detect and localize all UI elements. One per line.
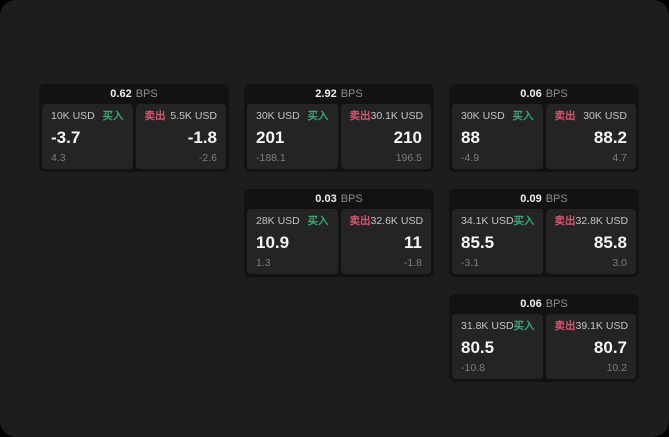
quote-card-body: 10K USD 买入 -3.7 4.3 卖出 5.5K USD -1.8 -2.… bbox=[42, 104, 226, 169]
sell-panel[interactable]: 卖出 5.5K USD -1.8 -2.6 bbox=[135, 104, 226, 169]
buy-value: 80.5 bbox=[461, 337, 495, 357]
buy-side-label: 买入 bbox=[512, 110, 534, 122]
buy-sub-value: 1.3 bbox=[256, 256, 271, 269]
sell-panel[interactable]: 卖出 30K USD 88.2 4.7 bbox=[545, 104, 636, 169]
buy-amount: 10K USD bbox=[51, 110, 95, 122]
sell-value: 85.8 bbox=[593, 232, 627, 252]
quote-card-1: 0.62 BPS 10K USD 买入 -3.7 4.3 卖出 5.5K USD bbox=[39, 84, 229, 172]
sell-sub-value: 4.7 bbox=[612, 151, 627, 164]
bps-value: 0.09 bbox=[520, 192, 542, 205]
buy-amount: 30K USD bbox=[256, 110, 300, 122]
buy-sub-value: -3.1 bbox=[461, 256, 480, 269]
buy-side-label: 买入 bbox=[307, 215, 329, 227]
buy-panel[interactable]: 30K USD 买入 88 -4.9 bbox=[452, 104, 543, 169]
buy-panel[interactable]: 34.1K USD 买入 85.5 -3.1 bbox=[452, 209, 543, 274]
bps-unit-label: BPS bbox=[545, 297, 568, 310]
buy-value: 85.5 bbox=[461, 232, 495, 252]
sell-panel[interactable]: 卖出 30.1K USD 210 196.5 bbox=[340, 104, 431, 169]
buy-sub-value: -4.9 bbox=[461, 151, 480, 164]
bps-value: 2.92 bbox=[315, 87, 337, 100]
quote-card-2: 2.92 BPS 30K USD 买入 201 -188.1 卖出 30.1K … bbox=[244, 84, 434, 172]
quote-card-body: 31.8K USD 买入 80.5 -10.8 卖出 39.1K USD 80.… bbox=[452, 314, 636, 379]
sell-sub-value: -2.6 bbox=[198, 151, 217, 164]
quote-card-body: 34.1K USD 买入 85.5 -3.1 卖出 32.8K USD 85.8… bbox=[452, 209, 636, 274]
sell-side-label: 卖出 bbox=[554, 215, 576, 227]
quote-card-6: 0.06 BPS 31.8K USD 买入 80.5 -10.8 卖出 39.1… bbox=[449, 294, 639, 382]
bps-header: 0.09 BPS bbox=[452, 189, 636, 209]
sell-side-label: 卖出 bbox=[554, 320, 576, 332]
bps-header: 0.06 BPS bbox=[452, 84, 636, 104]
quote-card-body: 30K USD 买入 201 -188.1 卖出 30.1K USD 210 1… bbox=[247, 104, 431, 169]
bps-value: 0.62 bbox=[110, 87, 132, 100]
bps-value: 0.06 bbox=[520, 297, 542, 310]
buy-amount: 28K USD bbox=[256, 215, 300, 227]
buy-sub-value: -10.8 bbox=[461, 361, 485, 374]
bps-value: 0.06 bbox=[520, 87, 542, 100]
bps-header: 2.92 BPS bbox=[247, 84, 431, 104]
sell-sub-value: 3.0 bbox=[612, 256, 627, 269]
sell-value: 88.2 bbox=[593, 127, 627, 147]
buy-value: 10.9 bbox=[256, 232, 290, 252]
sell-panel[interactable]: 卖出 32.8K USD 85.8 3.0 bbox=[545, 209, 636, 274]
sell-side-label: 卖出 bbox=[554, 110, 576, 122]
buy-value: 201 bbox=[256, 127, 285, 147]
buy-side-label: 买入 bbox=[307, 110, 329, 122]
buy-value: -3.7 bbox=[51, 127, 81, 147]
buy-panel[interactable]: 10K USD 买入 -3.7 4.3 bbox=[42, 104, 133, 169]
bps-unit-label: BPS bbox=[340, 87, 363, 100]
bps-header: 0.03 BPS bbox=[247, 189, 431, 209]
buy-side-label: 买入 bbox=[513, 215, 535, 227]
sell-value: -1.8 bbox=[187, 127, 217, 147]
bps-value: 0.03 bbox=[315, 192, 337, 205]
sell-amount: 39.1K USD bbox=[575, 320, 629, 332]
buy-amount: 34.1K USD bbox=[461, 215, 514, 227]
bps-header: 0.62 BPS bbox=[42, 84, 226, 104]
buy-panel[interactable]: 30K USD 买入 201 -188.1 bbox=[247, 104, 338, 169]
sell-amount: 30.1K USD bbox=[370, 110, 424, 122]
buy-panel[interactable]: 31.8K USD 买入 80.5 -10.8 bbox=[452, 314, 543, 379]
bps-unit-label: BPS bbox=[545, 192, 568, 205]
sell-value: 80.7 bbox=[593, 337, 627, 357]
sell-amount: 5.5K USD bbox=[170, 110, 217, 122]
buy-value: 88 bbox=[461, 127, 480, 147]
sell-amount: 30K USD bbox=[583, 110, 627, 122]
quote-card-3: 0.06 BPS 30K USD 买入 88 -4.9 卖出 30K USD bbox=[449, 84, 639, 172]
bps-unit-label: BPS bbox=[545, 87, 568, 100]
bps-header: 0.06 BPS bbox=[452, 294, 636, 314]
buy-side-label: 买入 bbox=[102, 110, 124, 122]
quote-card-4: 0.03 BPS 28K USD 买入 10.9 1.3 卖出 32.6K US… bbox=[244, 189, 434, 277]
sell-amount: 32.6K USD bbox=[370, 215, 424, 227]
sell-value: 11 bbox=[404, 232, 422, 252]
quote-card-body: 28K USD 买入 10.9 1.3 卖出 32.6K USD 11 -1.8 bbox=[247, 209, 431, 274]
sell-sub-value: -1.8 bbox=[403, 256, 422, 269]
bps-unit-label: BPS bbox=[135, 87, 158, 100]
sell-side-label: 卖出 bbox=[349, 110, 371, 122]
buy-amount: 30K USD bbox=[461, 110, 505, 122]
buy-sub-value: 4.3 bbox=[51, 151, 66, 164]
buy-panel[interactable]: 28K USD 买入 10.9 1.3 bbox=[247, 209, 338, 274]
sell-sub-value: 10.2 bbox=[606, 361, 627, 374]
sell-panel[interactable]: 卖出 32.6K USD 11 -1.8 bbox=[340, 209, 431, 274]
buy-sub-value: -188.1 bbox=[256, 151, 286, 164]
quote-card-5: 0.09 BPS 34.1K USD 买入 85.5 -3.1 卖出 32.8K… bbox=[449, 189, 639, 277]
sell-sub-value: 196.5 bbox=[395, 151, 422, 164]
sell-panel[interactable]: 卖出 39.1K USD 80.7 10.2 bbox=[545, 314, 636, 379]
sell-value: 210 bbox=[393, 127, 422, 147]
sell-amount: 32.8K USD bbox=[575, 215, 629, 227]
sell-side-label: 卖出 bbox=[144, 110, 166, 122]
sell-side-label: 卖出 bbox=[349, 215, 371, 227]
buy-side-label: 买入 bbox=[513, 320, 535, 332]
bps-unit-label: BPS bbox=[340, 192, 363, 205]
buy-amount: 31.8K USD bbox=[461, 320, 514, 332]
quote-card-body: 30K USD 买入 88 -4.9 卖出 30K USD 88.2 4.7 bbox=[452, 104, 636, 169]
